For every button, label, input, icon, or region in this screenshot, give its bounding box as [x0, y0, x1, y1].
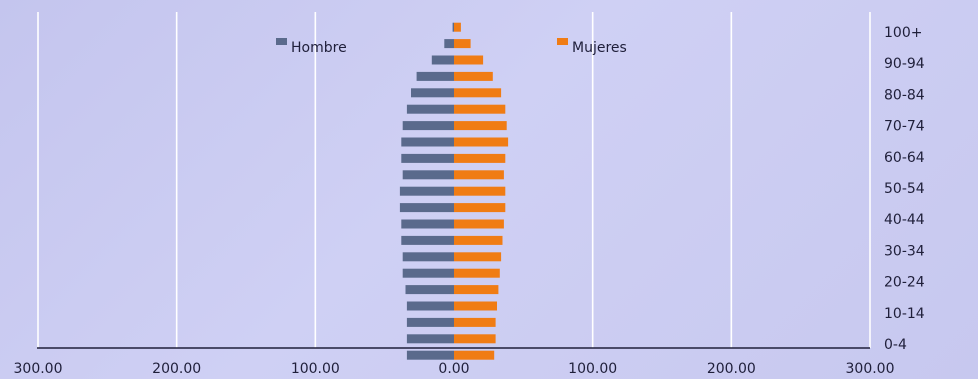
bar-hombre-75-79: [406, 104, 454, 114]
bar-hombre-20-24: [405, 285, 454, 295]
bar-hombre-0-4: [406, 350, 454, 360]
bar-hombre-60-64: [401, 153, 454, 163]
x-tick-label: 300.00: [846, 361, 895, 377]
age-label-60-64: 60-64: [884, 150, 925, 166]
bar-mujeres-55-59: [454, 170, 504, 180]
bar-mujeres-70-74: [454, 121, 507, 131]
bar-mujeres-95-99: [454, 39, 471, 49]
bar-mujeres-40-44: [454, 219, 504, 229]
x-tick-label: 200.00: [707, 361, 756, 377]
x-tick-label: 200.00: [152, 361, 201, 377]
bar-hombre-40-44: [401, 219, 454, 229]
bar-hombre-50-54: [399, 186, 454, 196]
bar-hombre-90-94: [431, 55, 454, 65]
bar-hombre-30-34: [402, 252, 454, 262]
bar-mujeres-30-34: [454, 252, 502, 262]
bar-mujeres-10-14: [454, 317, 496, 327]
bar-hombre-15-19: [406, 301, 454, 311]
age-label-10-14: 10-14: [884, 306, 925, 322]
bar-hombre-65-69: [401, 137, 454, 147]
bar-hombre-5-9: [406, 334, 454, 344]
bar-mujeres-25-29: [454, 268, 500, 278]
bar-hombre-25-29: [402, 268, 454, 278]
age-label-0-4: 0-4: [884, 337, 907, 353]
bar-hombre-10-14: [406, 317, 454, 327]
bars: [399, 22, 509, 360]
x-tick-label: 100.00: [291, 361, 340, 377]
bar-hombre-70-74: [402, 121, 454, 131]
age-label-50-54: 50-54: [884, 181, 925, 197]
bar-mujeres-100+: [454, 22, 461, 32]
legend: Hombre Mujeres: [276, 38, 627, 56]
bar-hombre-95-99: [444, 39, 454, 49]
age-label-30-34: 30-34: [884, 243, 925, 259]
bar-mujeres-15-19: [454, 301, 497, 311]
bar-hombre-80-84: [411, 88, 454, 98]
legend-label-hombre: Hombre: [291, 40, 347, 56]
gridlines: [37, 12, 871, 348]
bar-mujeres-0-4: [454, 350, 495, 360]
age-group-labels: 0-4 10-14 20-24 30-34 40-44 50-54 60-64 70-74 80…: [884, 25, 925, 353]
age-label-40-44: 40-44: [884, 212, 925, 228]
age-label-100+: 100+: [884, 25, 922, 41]
x-tick-labels: 300.00 200.00 100.00 0.00 100.00 200.00 300.00: [14, 361, 895, 377]
x-tick-label: 300.00: [14, 361, 63, 377]
bar-mujeres-35-39: [454, 235, 503, 245]
bar-mujeres-50-54: [454, 186, 506, 196]
bar-hombre-35-39: [401, 235, 454, 245]
bar-mujeres-20-24: [454, 285, 499, 295]
bar-mujeres-80-84: [454, 88, 502, 98]
age-label-20-24: 20-24: [884, 275, 925, 291]
legend-swatch-mujeres: [557, 38, 568, 45]
bar-mujeres-5-9: [454, 334, 496, 344]
bar-hombre-45-49: [399, 203, 454, 213]
age-label-90-94: 90-94: [884, 56, 925, 72]
age-label-70-74: 70-74: [884, 119, 925, 135]
bar-mujeres-65-69: [454, 137, 509, 147]
legend-swatch-hombre: [276, 38, 287, 45]
legend-label-mujeres: Mujeres: [572, 40, 627, 56]
x-tick-label: 0.00: [438, 361, 469, 377]
age-label-80-84: 80-84: [884, 87, 925, 103]
bar-mujeres-90-94: [454, 55, 484, 65]
bar-hombre-55-59: [402, 170, 454, 180]
bar-hombre-85-89: [416, 71, 454, 81]
bar-mujeres-75-79: [454, 104, 506, 114]
bar-mujeres-60-64: [454, 153, 506, 163]
bar-mujeres-85-89: [454, 71, 493, 81]
x-tick-label: 100.00: [568, 361, 617, 377]
bar-hombre-100+: [452, 22, 454, 32]
bar-mujeres-45-49: [454, 203, 506, 213]
